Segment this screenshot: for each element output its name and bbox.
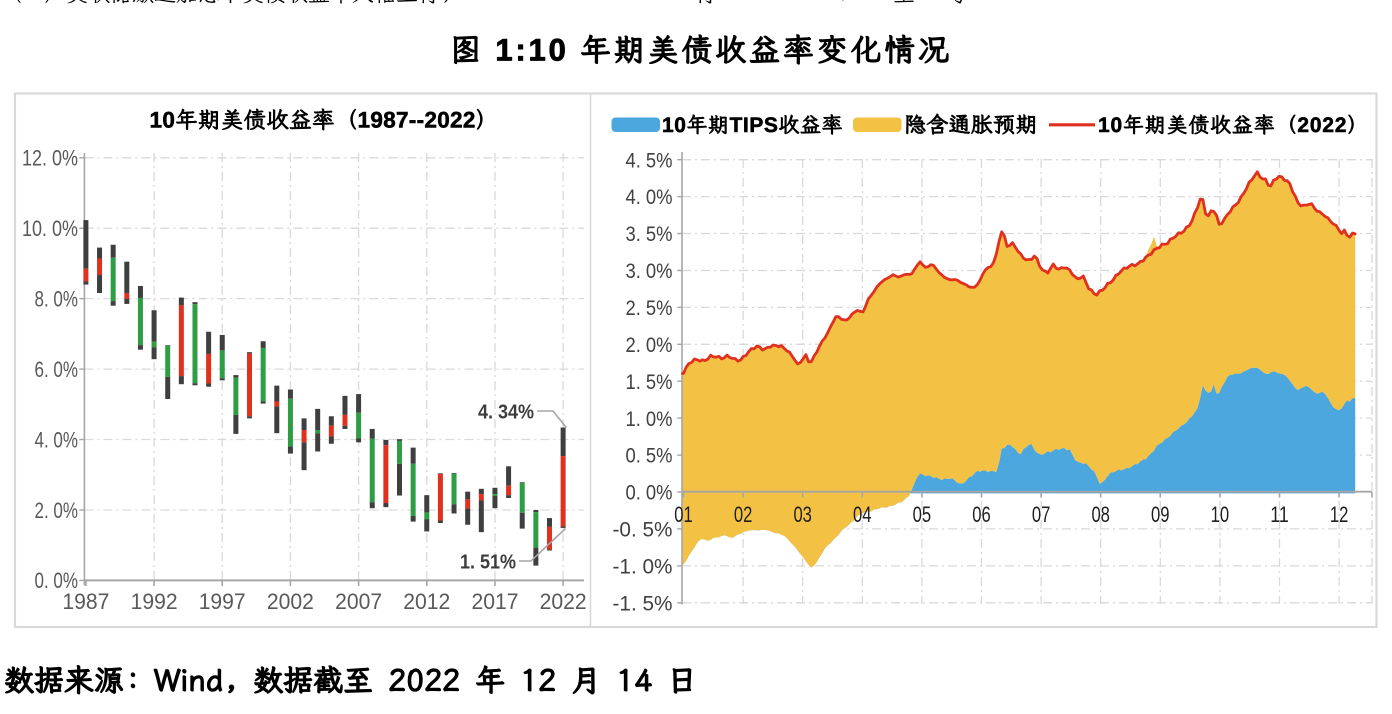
svg-text:-0. 5%: -0. 5% <box>613 518 673 542</box>
svg-text:07: 07 <box>1032 502 1051 527</box>
svg-text:8. 0%: 8. 0% <box>35 286 79 311</box>
svg-text:4. 5%: 4. 5% <box>626 148 673 172</box>
svg-text:05: 05 <box>913 502 932 527</box>
svg-text:2007: 2007 <box>335 589 382 614</box>
svg-text:1997: 1997 <box>199 589 246 614</box>
svg-text:3. 0%: 3. 0% <box>626 259 673 283</box>
svg-text:3. 5%: 3. 5% <box>626 222 673 246</box>
svg-text:4. 0%: 4. 0% <box>35 427 79 452</box>
svg-text:0. 0%: 0. 0% <box>35 568 79 593</box>
svg-text:4. 34%: 4. 34% <box>478 401 534 424</box>
svg-text:06: 06 <box>972 502 991 527</box>
svg-text:2017: 2017 <box>472 589 519 614</box>
svg-text:6. 0%: 6. 0% <box>35 357 79 382</box>
svg-text:2. 5%: 2. 5% <box>626 296 673 320</box>
svg-text:-1. 5%: -1. 5% <box>613 591 673 615</box>
svg-text:2012: 2012 <box>403 589 450 614</box>
svg-text:4. 0%: 4. 0% <box>626 185 673 209</box>
svg-text:10: 10 <box>1211 502 1230 527</box>
svg-text:1. 51%: 1. 51% <box>460 551 516 574</box>
svg-text:1992: 1992 <box>131 589 178 614</box>
svg-text:1. 5%: 1. 5% <box>626 370 673 394</box>
svg-text:12: 12 <box>1330 502 1349 527</box>
svg-text:0. 0%: 0. 0% <box>626 481 673 505</box>
svg-text:0. 5%: 0. 5% <box>626 444 673 468</box>
svg-text:1. 0%: 1. 0% <box>626 407 673 431</box>
svg-text:2. 0%: 2. 0% <box>626 333 673 357</box>
svg-text:04: 04 <box>853 502 872 527</box>
svg-text:-1. 0%: -1. 0% <box>613 555 673 579</box>
svg-text:2022: 2022 <box>540 589 587 614</box>
svg-text:08: 08 <box>1091 502 1110 527</box>
svg-text:10. 0%: 10. 0% <box>22 216 78 241</box>
svg-text:1987: 1987 <box>62 589 109 614</box>
svg-text:09: 09 <box>1151 502 1170 527</box>
svg-text:2002: 2002 <box>267 589 314 614</box>
svg-text:11: 11 <box>1270 502 1289 527</box>
svg-text:12. 0%: 12. 0% <box>22 146 78 171</box>
svg-text:03: 03 <box>793 502 812 527</box>
svg-text:2. 0%: 2. 0% <box>35 498 79 523</box>
svg-text:01: 01 <box>674 502 693 527</box>
svg-text:02: 02 <box>734 502 753 527</box>
